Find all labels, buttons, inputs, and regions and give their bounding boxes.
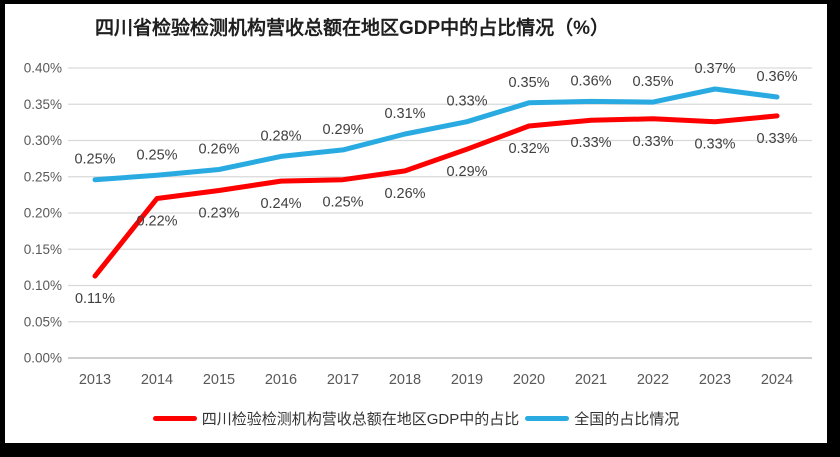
chart-legend: 四川检验检测机构营收总额在地区GDP中的占比 全国的占比情况: [5, 408, 827, 429]
data-label: 0.26%: [384, 186, 425, 202]
legend-swatch-sichuan: [152, 416, 197, 421]
data-label: 0.29%: [446, 164, 487, 180]
x-tick-label: 2013: [79, 372, 111, 388]
data-label: 0.33%: [570, 135, 611, 151]
data-label: 0.25%: [136, 147, 177, 163]
data-label: 0.26%: [198, 142, 239, 158]
x-tick-label: 2016: [265, 372, 297, 388]
data-label: 0.31%: [384, 106, 425, 122]
legend-item-sichuan: 四川检验检测机构营收总额在地区GDP中的占比: [152, 408, 520, 429]
data-label: 0.33%: [446, 94, 487, 110]
data-label: 0.36%: [570, 73, 611, 89]
y-tick-label: 0.15%: [24, 242, 62, 257]
data-label: 0.29%: [322, 122, 363, 138]
series-line-0: [92, 113, 780, 279]
data-label: 0.23%: [198, 206, 239, 222]
x-tick-label: 2018: [389, 372, 421, 388]
y-tick-label: 0.30%: [24, 133, 62, 148]
x-tick-label: 2017: [327, 372, 359, 388]
data-label: 0.25%: [74, 152, 115, 168]
y-tick-label: 0.40%: [24, 61, 62, 76]
y-tick-label: 0.05%: [24, 314, 62, 329]
data-label: 0.11%: [75, 291, 115, 307]
data-label: 0.24%: [260, 196, 301, 212]
x-tick-label: 2023: [699, 372, 731, 388]
y-tick-label: 0.25%: [24, 169, 62, 184]
data-label: 0.33%: [756, 131, 797, 147]
data-label: 0.37%: [694, 61, 735, 77]
x-tick-label: 2015: [203, 372, 235, 388]
data-label: 0.35%: [508, 75, 549, 91]
x-tick-label: 2019: [451, 372, 483, 388]
x-tick-label: 2021: [575, 372, 607, 388]
data-label: 0.32%: [508, 141, 549, 157]
legend-label-national: 全国的占比情况: [574, 411, 680, 428]
x-tick-label: 2024: [761, 372, 793, 388]
data-label: 0.35%: [632, 74, 673, 90]
legend-item-national: 全国的占比情况: [525, 408, 679, 429]
y-tick-label: 0.00%: [24, 351, 62, 366]
data-label: 0.33%: [632, 134, 673, 150]
series-line-1: [92, 86, 780, 183]
data-label: 0.33%: [694, 137, 735, 153]
y-tick-label: 0.10%: [24, 278, 62, 293]
chart-panel: [5, 4, 827, 443]
chart-title: 四川省检验检测机构营收总额在地区GDP中的占比情况（%）: [95, 18, 610, 39]
data-label: 0.25%: [322, 195, 363, 211]
x-tick-label: 2022: [637, 372, 669, 388]
legend-swatch-national: [525, 416, 570, 421]
data-label: 0.28%: [260, 128, 301, 144]
y-tick-label: 0.20%: [24, 206, 62, 221]
x-tick-label: 2020: [513, 372, 545, 388]
x-tick-label: 2014: [141, 372, 173, 388]
y-tick-label: 0.35%: [24, 97, 62, 112]
data-label: 0.22%: [136, 214, 177, 230]
legend-label-sichuan: 四川检验检测机构营收总额在地区GDP中的占比: [201, 411, 520, 428]
data-label: 0.36%: [756, 69, 797, 85]
